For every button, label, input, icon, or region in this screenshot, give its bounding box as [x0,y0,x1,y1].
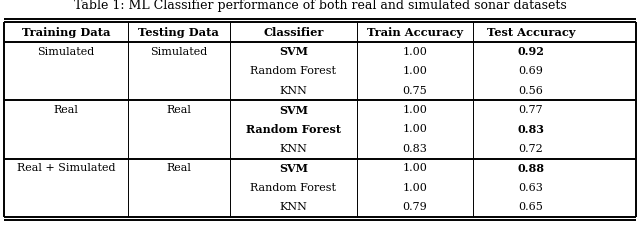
Text: 1.00: 1.00 [403,163,428,173]
Text: 0.83: 0.83 [403,144,428,154]
Text: 1.00: 1.00 [403,183,428,193]
Text: SVM: SVM [279,163,308,174]
Text: 1.00: 1.00 [403,47,428,57]
Text: Simulated: Simulated [150,47,207,57]
Text: Random Forest: Random Forest [246,124,341,135]
Text: Real + Simulated: Real + Simulated [17,163,115,173]
Text: 0.65: 0.65 [518,202,543,212]
Text: 0.79: 0.79 [403,202,428,212]
Text: 0.92: 0.92 [517,46,544,57]
Text: SVM: SVM [279,105,308,116]
Text: Table 1: ML Classifier performance of both real and simulated sonar datasets: Table 1: ML Classifier performance of bo… [74,0,566,12]
Text: Simulated: Simulated [37,47,95,57]
Text: Testing Data: Testing Data [138,27,219,38]
Text: SVM: SVM [279,46,308,57]
Text: Real: Real [166,105,191,115]
Text: 0.56: 0.56 [518,86,543,96]
Text: Real: Real [166,163,191,173]
Text: 1.00: 1.00 [403,105,428,115]
Text: Train Accuracy: Train Accuracy [367,27,463,38]
Text: 0.77: 0.77 [518,105,543,115]
Text: 0.83: 0.83 [517,124,544,135]
Text: Random Forest: Random Forest [250,183,337,193]
Text: 1.00: 1.00 [403,66,428,76]
Text: Random Forest: Random Forest [250,66,337,76]
Text: KNN: KNN [280,144,307,154]
Text: Real: Real [54,105,78,115]
Text: 1.00: 1.00 [403,124,428,135]
Text: 0.69: 0.69 [518,66,543,76]
Text: KNN: KNN [280,202,307,212]
Text: Training Data: Training Data [22,27,110,38]
Text: 0.72: 0.72 [518,144,543,154]
Text: Classifier: Classifier [263,27,324,38]
Text: 0.63: 0.63 [518,183,543,193]
Text: KNN: KNN [280,86,307,96]
Text: 0.88: 0.88 [517,163,544,174]
Text: 0.75: 0.75 [403,86,428,96]
Text: Test Accuracy: Test Accuracy [486,27,575,38]
